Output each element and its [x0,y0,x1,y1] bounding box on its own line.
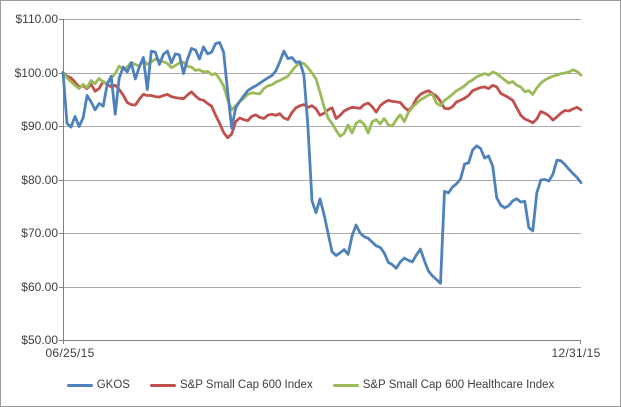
legend: GKOS S&P Small Cap 600 Index S&P Small Cap… [1,379,620,391]
y-axis-label: $80.00 [21,172,58,187]
y-axis-label: $90.00 [21,119,58,133]
legend-label: S&P Small Cap 600 Index [179,379,313,391]
legend-line-marker [149,383,176,387]
legend-label: S&P Small Cap 600 Healthcare Index [362,379,555,391]
x-axis-label-start: 06/25/15 [45,346,95,360]
legend-item-s-p-small-cap-600-index: S&P Small Cap 600 Index [149,379,313,391]
x-axis-label-end: 12/31/15 [551,346,601,360]
legend-item-gkos: GKOS [66,379,130,391]
legend-item-s-p-small-cap-600-healthcare-index: S&P Small Cap 600 Healthcare Index [332,379,555,391]
y-axis-label: $70.00 [21,226,58,240]
legend-label: GKOS [96,379,130,391]
legend-line-marker [66,383,93,387]
series-line-gkos [61,41,583,285]
series-line-s-p-small-cap-600-index [61,71,583,140]
legend-line-marker [332,383,359,387]
y-axis-label: $110.00 [15,12,59,26]
y-axis-label: $60.00 [21,279,58,294]
y-axis-label: $50.00 [21,333,58,347]
y-axis-label: $100.00 [14,65,58,80]
